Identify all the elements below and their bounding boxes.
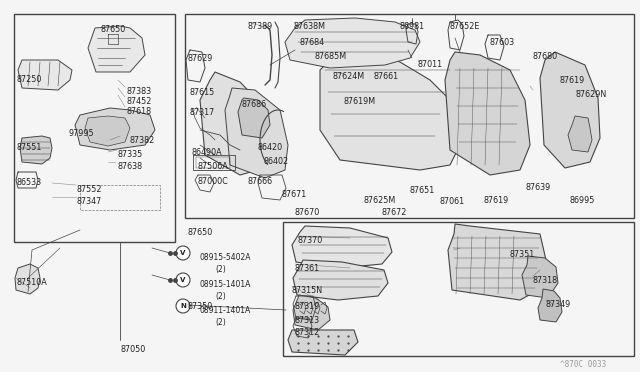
Text: 87615: 87615 [190,88,215,97]
Polygon shape [15,264,40,294]
Text: 87666: 87666 [248,177,273,186]
Text: (2): (2) [215,318,226,327]
Text: 87317: 87317 [190,108,215,117]
Text: 86402: 86402 [264,157,289,166]
Text: 87382: 87382 [130,136,156,145]
Polygon shape [285,18,420,68]
Text: 87050: 87050 [120,345,145,354]
Text: 87685M: 87685M [315,52,347,61]
Text: 87638: 87638 [117,162,142,171]
Text: 87361: 87361 [295,264,320,273]
Text: 87618: 87618 [126,107,151,116]
Text: 87629: 87629 [187,54,212,63]
Text: 87651: 87651 [410,186,435,195]
Text: 87670: 87670 [295,208,320,217]
Polygon shape [540,52,600,168]
Polygon shape [75,108,155,150]
Text: 87619M: 87619M [344,97,376,106]
Text: 87011: 87011 [418,60,443,69]
Polygon shape [538,289,562,322]
Text: 87638M: 87638M [294,22,326,31]
Bar [14,14,175,242]
Circle shape [176,246,190,260]
Circle shape [176,299,190,313]
Text: 08915-5402A: 08915-5402A [200,253,252,262]
Polygon shape [568,116,592,152]
Text: 87552: 87552 [76,185,102,194]
Text: 86420: 86420 [258,143,283,152]
Text: ^870C 0033: ^870C 0033 [560,360,606,369]
Text: 87506A: 87506A [198,162,228,171]
Text: 87603: 87603 [490,38,515,47]
Text: 87650: 87650 [100,25,125,34]
Polygon shape [85,116,130,146]
Text: 87250: 87250 [16,75,42,84]
Polygon shape [320,48,460,170]
Text: 86533: 86533 [16,178,41,187]
Polygon shape [200,72,270,175]
Text: 87624M: 87624M [333,72,365,81]
Text: 87551: 87551 [16,143,42,152]
Text: 97995: 97995 [68,129,93,138]
Text: 87680: 87680 [533,52,558,61]
Polygon shape [288,330,358,355]
Text: 87347: 87347 [76,197,101,206]
Text: 87650: 87650 [188,228,213,237]
Bar [185,14,634,218]
Text: V: V [180,277,186,283]
Polygon shape [20,136,52,164]
Polygon shape [18,60,72,90]
Text: 87672: 87672 [382,208,408,217]
Text: 87686: 87686 [242,100,267,109]
Circle shape [176,273,190,287]
Text: 86995: 86995 [570,196,595,205]
Polygon shape [522,256,558,298]
Text: 87319: 87319 [295,302,320,311]
Polygon shape [238,98,270,138]
Text: 86490A: 86490A [192,148,223,157]
Polygon shape [293,260,388,300]
Polygon shape [445,52,530,175]
Text: 87510A: 87510A [16,278,47,287]
Polygon shape [293,295,330,330]
Text: N: N [180,303,186,309]
Polygon shape [88,26,145,72]
Text: 87318: 87318 [533,276,558,285]
Text: 87671: 87671 [282,190,307,199]
Text: 87350: 87350 [188,302,213,311]
Polygon shape [448,224,546,300]
Text: (2): (2) [215,292,226,301]
Text: 87625M: 87625M [364,196,396,205]
Text: 87383: 87383 [126,87,151,96]
Text: 08911-1401A: 08911-1401A [200,306,252,315]
Text: (2): (2) [215,265,226,274]
Text: 87619: 87619 [560,76,585,85]
Text: 87619: 87619 [484,196,509,205]
Text: 87061: 87061 [440,197,465,206]
Text: 87370: 87370 [298,236,323,245]
Text: 87684: 87684 [300,38,325,47]
Text: 08915-1401A: 08915-1401A [200,280,252,289]
Text: V: V [180,250,186,256]
Polygon shape [225,88,288,178]
Text: 87452: 87452 [126,97,152,106]
Text: 87389: 87389 [248,22,273,31]
Text: 87351: 87351 [510,250,535,259]
Text: 87629N: 87629N [576,90,607,99]
Text: 86981: 86981 [400,22,425,31]
Text: 87313: 87313 [295,316,320,325]
Text: 87315N: 87315N [292,286,323,295]
Text: 87639: 87639 [526,183,551,192]
Text: 87312: 87312 [295,328,320,337]
Polygon shape [292,226,392,268]
Text: 87000C: 87000C [198,177,228,186]
Text: 87652E: 87652E [450,22,481,31]
Text: 87349: 87349 [546,300,572,309]
Text: 87335: 87335 [117,150,142,159]
Text: 87661: 87661 [374,72,399,81]
Bar [283,222,634,356]
